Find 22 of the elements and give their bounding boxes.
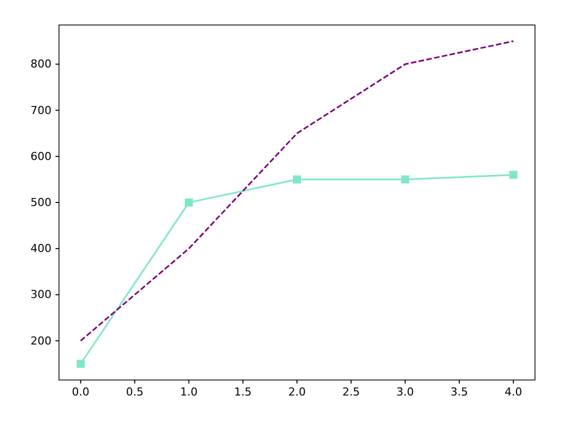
x-tick-label: 0.0: [72, 385, 90, 398]
y-tick-label: 500: [30, 196, 52, 210]
x-tick-label: 2.0: [288, 385, 306, 398]
point: [184, 198, 193, 206]
y-tick-label: 300: [30, 288, 52, 302]
point: [76, 360, 85, 368]
x-tick-label: 0.5: [126, 385, 144, 398]
x-tick-label: 2.5: [342, 385, 360, 398]
x-tick-label: 3.5: [450, 385, 468, 398]
y-tick-label: 700: [30, 104, 52, 117]
point: [509, 170, 518, 179]
line-series: [80, 40, 514, 342]
y-tick-label: 400: [30, 242, 52, 256]
point: [401, 175, 410, 184]
x-tick-label: 1.0: [180, 385, 198, 398]
x-tick-label: 1.5: [234, 385, 252, 398]
point: [293, 175, 301, 184]
y-tick-label: 600: [30, 150, 52, 163]
y-tick-label: 200: [30, 334, 52, 348]
x-tick-label: 4.0: [504, 385, 522, 398]
y-tick-label: 800: [30, 58, 52, 71]
x-tick-label: 3.0: [396, 385, 414, 398]
